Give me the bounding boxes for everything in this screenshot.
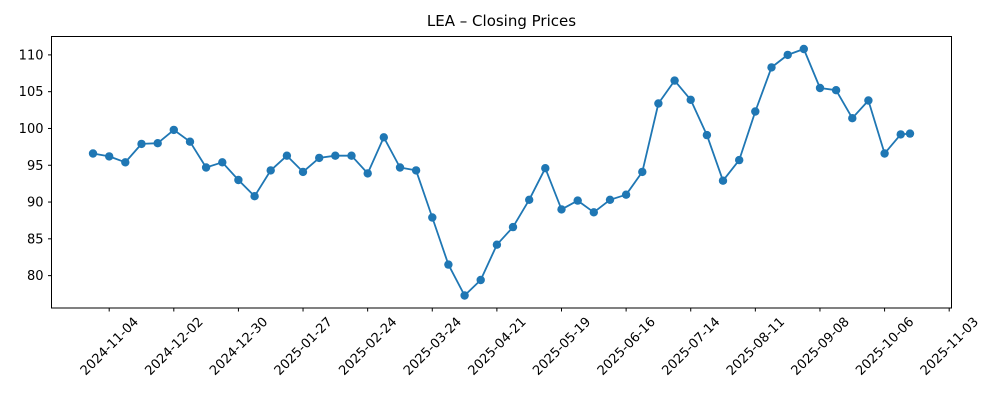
data-point <box>169 125 178 135</box>
x-tick-label: 2024-12-02 <box>142 315 206 379</box>
data-point <box>315 153 324 163</box>
data-point <box>638 167 647 177</box>
x-tick-label: 2025-06-16 <box>595 315 659 379</box>
data-point <box>492 240 502 249</box>
y-tick-label: 80 <box>27 269 44 284</box>
y-tick-label: 95 <box>27 159 44 174</box>
data-point <box>347 151 356 160</box>
data-point <box>799 44 808 54</box>
x-tick-label: 2025-05-19 <box>530 315 594 379</box>
x-tick-label: 2025-10-06 <box>853 315 917 379</box>
data-point <box>476 275 485 285</box>
x-tick-label: 2024-11-04 <box>78 315 142 379</box>
y-tick-label: 100 <box>19 122 44 137</box>
data-point <box>395 163 405 172</box>
data-point <box>654 99 663 108</box>
x-tick-label: 2025-04-21 <box>466 315 530 379</box>
price-line <box>92 48 911 297</box>
y-tick-label: 105 <box>19 85 44 100</box>
data-point <box>121 158 130 167</box>
x-tick-label: 2025-11-03 <box>918 315 982 379</box>
data-point <box>460 291 469 300</box>
x-tick-label: 2024-12-30 <box>207 315 271 379</box>
data-point <box>702 130 712 140</box>
y-tick-label: 90 <box>27 196 44 211</box>
data-point <box>605 195 615 204</box>
data-point <box>573 196 582 205</box>
x-tick-label: 2025-01-27 <box>272 315 336 379</box>
data-point <box>250 192 259 201</box>
data-point <box>331 151 340 160</box>
data-point <box>444 260 453 269</box>
x-tick-label: 2025-09-08 <box>789 315 853 379</box>
data-point <box>767 63 776 72</box>
y-tick-label: 110 <box>19 48 44 63</box>
data-point <box>735 155 744 165</box>
data-point <box>896 130 905 139</box>
data-point <box>751 107 760 116</box>
data-point <box>428 213 437 222</box>
data-point <box>88 149 98 158</box>
data-point <box>234 175 243 185</box>
data-point <box>815 83 825 93</box>
data-point <box>282 151 292 160</box>
data-point <box>105 152 114 161</box>
data-point <box>848 114 857 123</box>
data-point <box>718 176 728 185</box>
data-point <box>525 195 534 204</box>
data-point <box>298 167 308 177</box>
data-point <box>905 129 915 138</box>
data-point <box>137 139 146 149</box>
data-point <box>670 76 679 85</box>
x-tick-label: 2025-07-14 <box>659 315 723 379</box>
data-point <box>153 139 162 148</box>
data-point <box>864 96 873 105</box>
data-point <box>621 190 631 199</box>
data-point <box>218 158 227 167</box>
data-point <box>783 50 792 60</box>
axes-frame <box>51 36 952 309</box>
chart-title: LEA – Closing Prices <box>427 12 576 30</box>
data-point <box>831 86 841 95</box>
data-point <box>363 169 372 178</box>
data-point <box>589 208 598 217</box>
data-point <box>686 95 695 105</box>
x-tick-label: 2025-08-11 <box>724 315 788 379</box>
data-point <box>201 163 211 172</box>
y-tick-label: 85 <box>27 232 44 247</box>
data-point <box>508 222 518 232</box>
x-tick-label: 2025-03-24 <box>401 315 465 379</box>
x-tick-label: 2025-02-24 <box>336 315 400 379</box>
data-point <box>880 149 889 158</box>
data-point <box>185 137 195 146</box>
data-point <box>266 166 275 175</box>
data-point <box>379 133 388 142</box>
data-point <box>541 164 550 173</box>
data-point <box>557 205 566 214</box>
data-point <box>411 166 421 175</box>
